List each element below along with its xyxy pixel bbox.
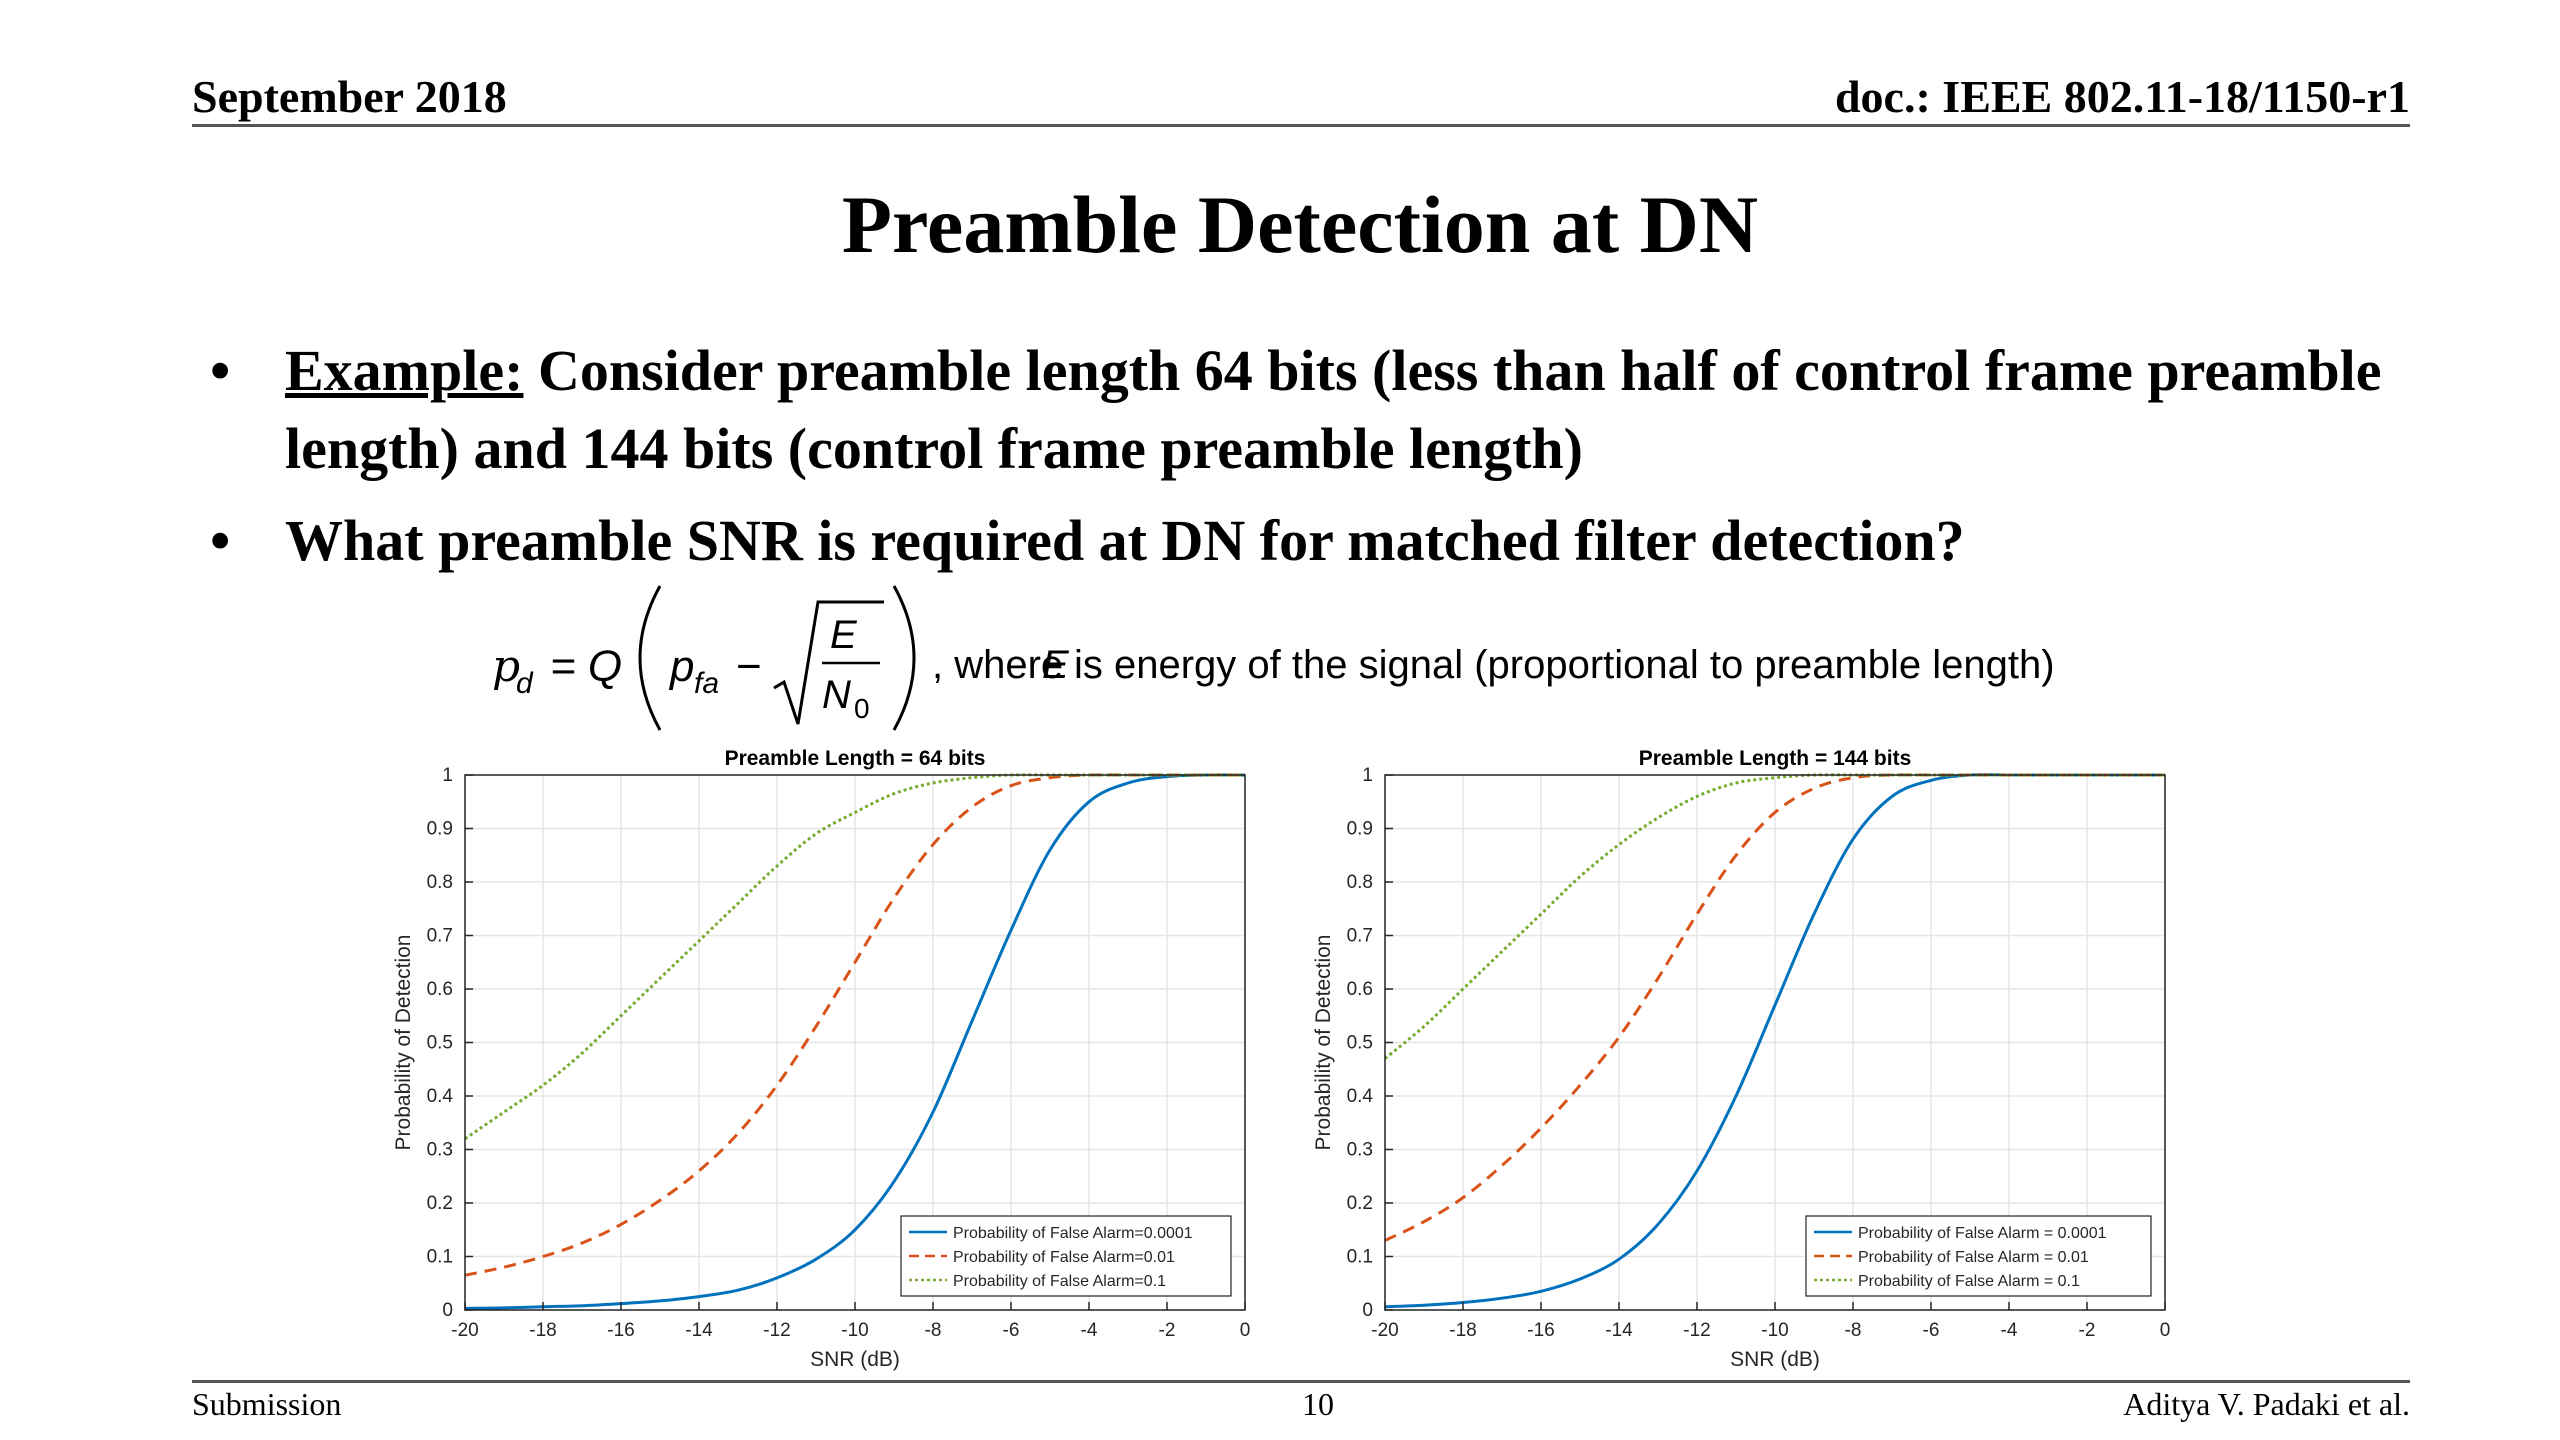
x-tick-label: -20	[451, 1320, 478, 1341]
formula-lhs-sub: d	[516, 667, 534, 700]
y-tick-label: 0.4	[427, 1086, 454, 1107]
formula-numerator: E	[830, 613, 858, 657]
y-tick-label: 0.1	[1347, 1247, 1373, 1268]
formula-comment-pre: , where	[932, 643, 1063, 687]
x-tick-label: -20	[1371, 1320, 1398, 1341]
x-tick-label: -16	[607, 1320, 634, 1341]
y-tick-label: 0.7	[1347, 926, 1373, 947]
x-tick-label: -8	[1845, 1320, 1862, 1341]
sqrt-sign	[773, 600, 884, 725]
right-paren	[892, 585, 916, 731]
legend-entry-1: Probability of False Alarm = 0.01	[1858, 1249, 2089, 1266]
y-tick-label: 1	[1362, 765, 1373, 786]
formula-comment-var: E	[1042, 643, 1070, 687]
x-tick-label: -14	[685, 1320, 713, 1341]
legend-entry-2: Probability of False Alarm=0.1	[953, 1273, 1166, 1290]
y-tick-label: 0.9	[427, 819, 453, 840]
y-tick-label: 0.3	[427, 1140, 453, 1161]
x-tick-label: -4	[1081, 1320, 1098, 1341]
header-date: September 2018	[192, 71, 507, 122]
slide-title: Preamble Detection at DN	[841, 179, 1759, 270]
x-tick-label: -4	[2001, 1320, 2018, 1341]
chart-preamble-144: -20 -18 -16 -14 -12 -10 -8 -6 -4 -2 000.10.20.30.4…	[1312, 747, 2171, 1371]
x-tick-label: -8	[925, 1320, 942, 1341]
formula-minus: −	[736, 642, 762, 691]
x-tick-label: -12	[763, 1320, 790, 1341]
x-tick-label: -2	[2079, 1320, 2096, 1341]
y-tick-label: 0.2	[427, 1193, 453, 1214]
y-tick-label: 0.6	[427, 979, 453, 1000]
y-axis-label: Probability of Detection	[1312, 935, 1335, 1151]
y-tick-label: 0.9	[1347, 819, 1373, 840]
x-tick-label: 0	[1240, 1320, 1251, 1341]
y-tick-label: 0.8	[1347, 872, 1373, 893]
x-tick-label: -14	[1605, 1320, 1633, 1341]
formula-comment-post: is energy of the signal (proportional to…	[1074, 643, 2055, 687]
left-paren	[638, 585, 662, 731]
y-tick-label: 0.2	[1347, 1193, 1373, 1214]
y-tick-label: 0	[1362, 1300, 1373, 1321]
legend	[900, 1215, 1232, 1297]
x-tick-label: -6	[1003, 1320, 1020, 1341]
header-doc-id: doc.: IEEE 802.11-18/1150-r1	[1834, 71, 2410, 122]
x-tick-label: -16	[1527, 1320, 1554, 1341]
formula-lhs: p	[492, 641, 520, 692]
x-axis-label: SNR (dB)	[1730, 1348, 1820, 1371]
detection-formula: p d = Q p fa − E N 0 , where E is energy…	[492, 585, 2055, 731]
formula-p-sub: fa	[694, 667, 719, 700]
x-tick-label: -12	[1683, 1320, 1710, 1341]
x-tick-label: 0	[2160, 1320, 2171, 1341]
chart-title: Preamble Length = 64 bits	[725, 747, 986, 770]
legend-entry-2: Probability of False Alarm = 0.1	[1858, 1273, 2080, 1290]
legend-entry-0: Probability of False Alarm=0.0001	[953, 1225, 1193, 1242]
y-tick-label: 0.4	[1347, 1086, 1374, 1107]
y-tick-label: 0.7	[427, 926, 453, 947]
y-tick-label: 0.5	[1347, 1033, 1373, 1054]
footer-submission: Submission	[192, 1386, 342, 1422]
y-tick-label: 0	[442, 1300, 453, 1321]
legend-entry-0: Probability of False Alarm = 0.0001	[1858, 1225, 2107, 1242]
legend-entry-1: Probability of False Alarm=0.01	[953, 1249, 1175, 1266]
chart-title: Preamble Length = 144 bits	[1639, 747, 1912, 770]
footer-authors: Aditya V. Padaki et al.	[2123, 1386, 2410, 1422]
legend	[1805, 1215, 2152, 1297]
x-tick-label: -6	[1923, 1320, 1940, 1341]
formula-eq: = Q	[550, 642, 622, 691]
bullet-1-text: Consider preamble length 64 bits (less t…	[285, 338, 2382, 481]
x-tick-label: -10	[1761, 1320, 1788, 1341]
series-line-1	[1384, 773, 2165, 1242]
footer-page-number: 10	[1302, 1386, 1334, 1422]
bullet-1-label: Example:	[285, 338, 524, 403]
series-line-0	[464, 773, 1246, 1310]
y-tick-label: 0.8	[427, 872, 453, 893]
y-tick-label: 0.1	[427, 1247, 453, 1268]
x-axis-label: SNR (dB)	[810, 1348, 900, 1371]
y-axis-label: Probability of Detection	[392, 935, 415, 1151]
footer-rule	[192, 1380, 2410, 1383]
x-tick-label: -10	[841, 1320, 868, 1341]
bullet-2-text: What preamble SNR is required at DN for …	[285, 508, 1965, 573]
x-tick-label: -2	[1159, 1320, 1176, 1341]
x-tick-label: -18	[1449, 1320, 1476, 1341]
y-tick-label: 1	[442, 765, 453, 786]
header-rule	[192, 124, 2410, 127]
y-tick-label: 0.3	[1347, 1140, 1373, 1161]
y-tick-label: 0.5	[427, 1033, 453, 1054]
y-tick-label: 0.6	[1347, 979, 1373, 1000]
formula-denominator: N	[822, 673, 851, 717]
bullet-dot: •	[210, 338, 231, 403]
bullet-dot: •	[210, 508, 231, 573]
x-tick-label: -18	[529, 1320, 556, 1341]
formula-denominator-sub: 0	[854, 693, 870, 724]
formula-p: p	[668, 642, 694, 691]
series-line-2	[464, 773, 1245, 1141]
chart-preamble-64: -20 -18 -16 -14 -12 -10 -8 -6 -4 -2 000.10.20.30.4…	[392, 747, 1251, 1371]
